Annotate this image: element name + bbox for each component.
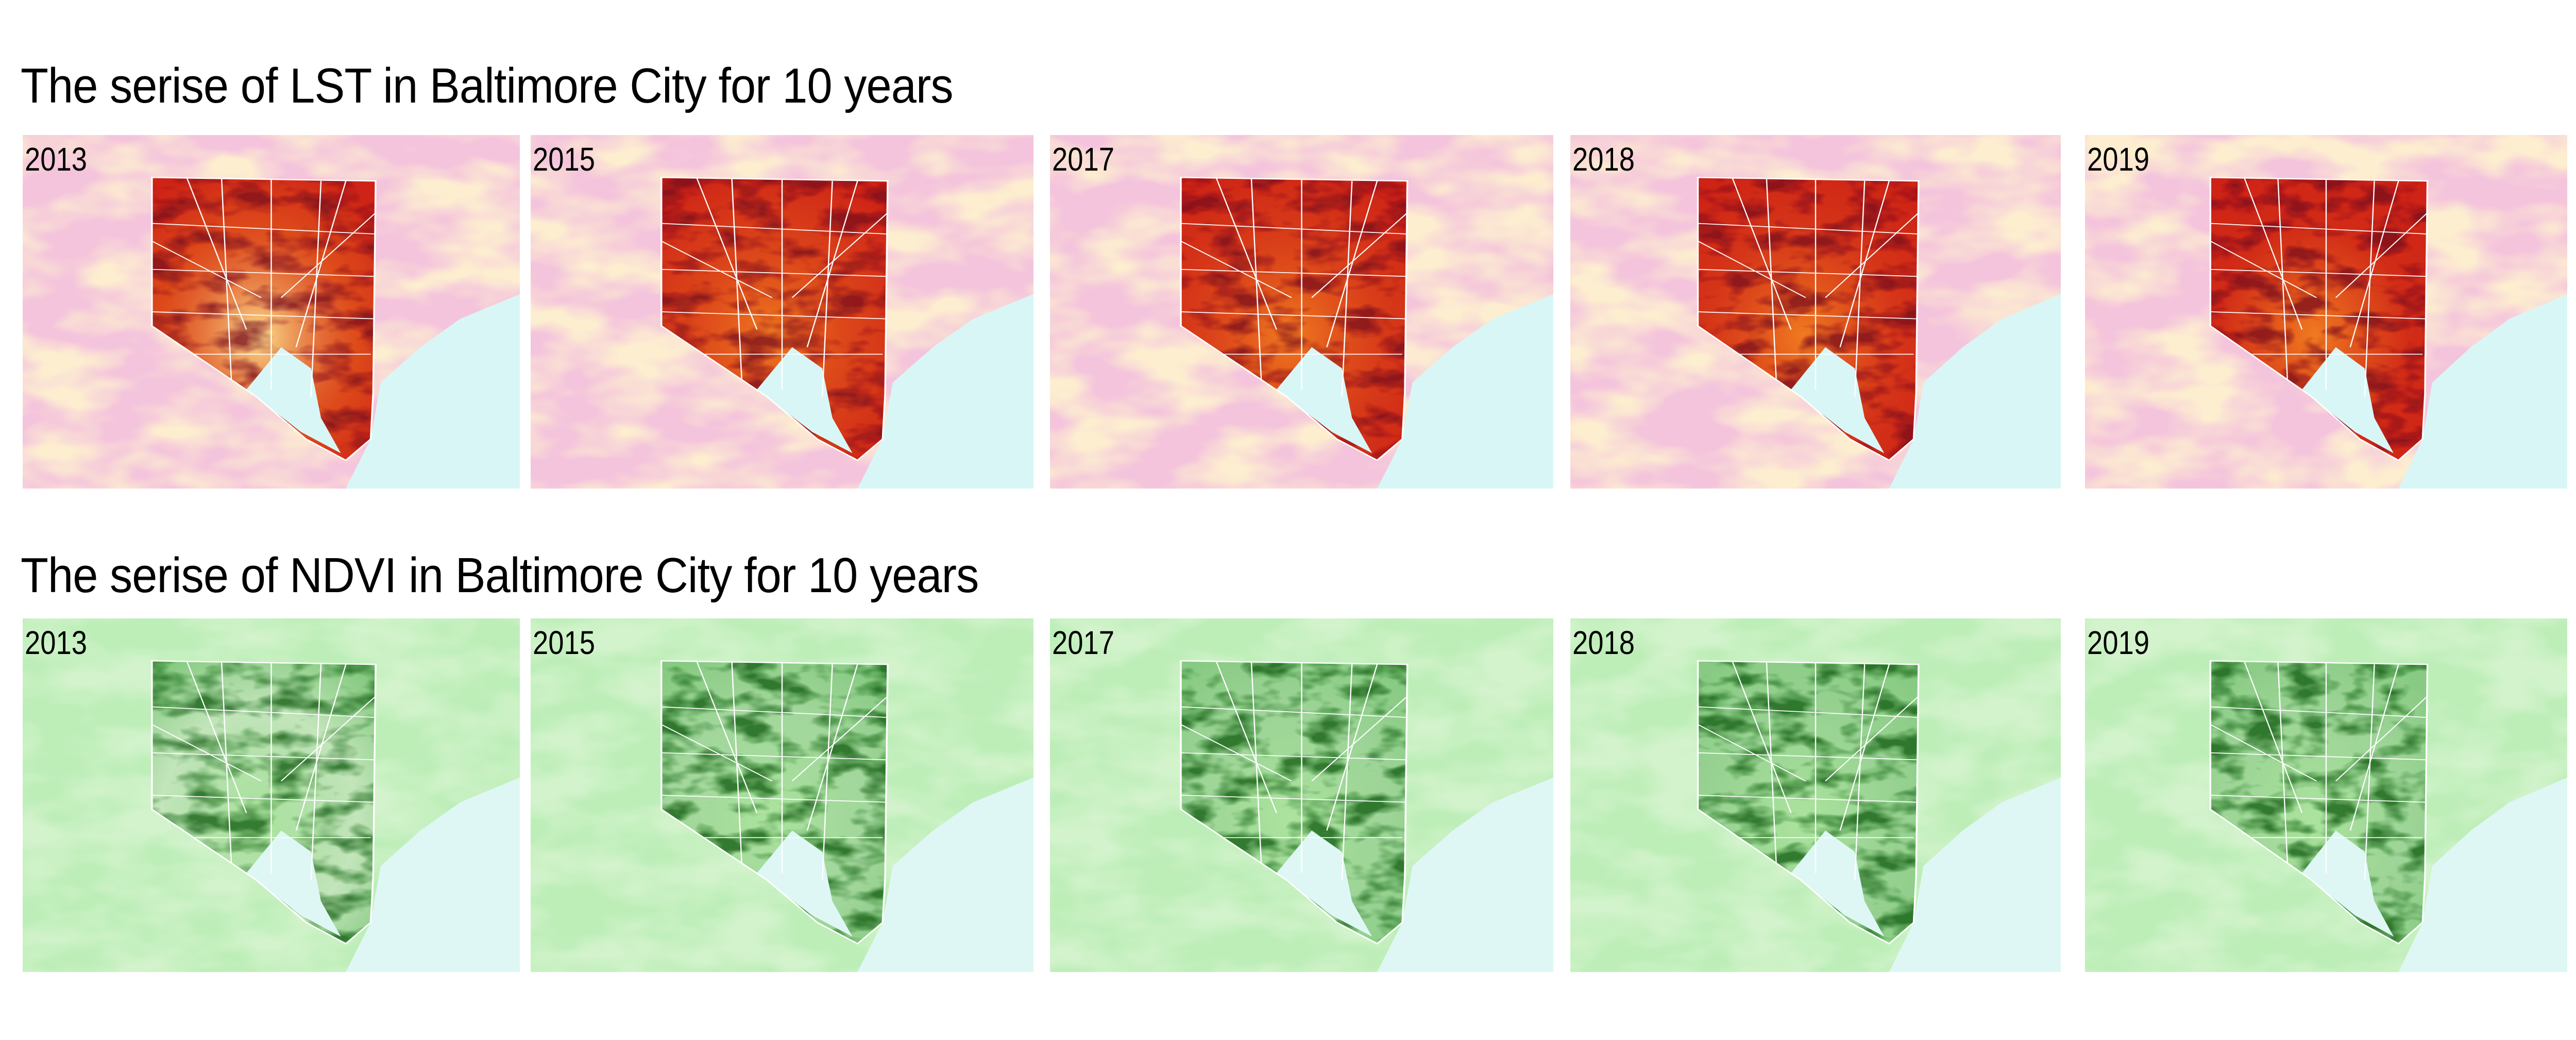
water-area xyxy=(346,294,520,489)
city-boundary xyxy=(660,660,889,945)
map-image xyxy=(1570,135,2061,489)
neighborhood-boundaries xyxy=(2210,177,2428,397)
map-image xyxy=(531,135,1033,489)
map-image xyxy=(1570,618,2061,972)
year-label: 2017 xyxy=(1052,141,1115,178)
neighborhood-boundaries xyxy=(151,661,376,880)
ndvi-map-panel-2018: 2018 xyxy=(1570,618,2061,972)
city-boundary xyxy=(151,660,377,945)
ndvi-map-panel-2013: 2013 xyxy=(23,618,520,972)
lst-map-panel-2015: 2015 xyxy=(531,135,1033,489)
water-area xyxy=(857,777,1033,972)
neighborhood-boundaries xyxy=(661,661,888,880)
neighborhood-boundaries xyxy=(1698,661,1919,880)
water-area xyxy=(1889,294,2061,489)
ndvi-map-panel-2019: 2019 xyxy=(2085,618,2567,972)
lst-section-title: The serise of LST in Baltimore City for … xyxy=(21,58,954,113)
city-boundary xyxy=(660,177,889,461)
neighborhood-boundaries xyxy=(661,177,888,397)
city-boundary xyxy=(1180,660,1409,945)
map-image xyxy=(2085,135,2567,489)
year-label: 2018 xyxy=(1572,624,1635,661)
year-label: 2019 xyxy=(2087,624,2150,661)
year-label: 2015 xyxy=(533,141,596,178)
year-label: 2013 xyxy=(25,624,88,661)
ndvi-map-panel-2015: 2015 xyxy=(531,618,1033,972)
water-area xyxy=(1889,777,2061,972)
water-area xyxy=(1377,294,1553,489)
map-image xyxy=(1050,618,1553,972)
water-area xyxy=(346,777,520,972)
city-boundary xyxy=(2209,660,2429,945)
map-image xyxy=(23,135,520,489)
water-area xyxy=(2398,777,2567,972)
neighborhood-boundaries xyxy=(1181,177,1408,397)
water-area xyxy=(1377,777,1553,972)
neighborhood-boundaries xyxy=(1181,661,1408,880)
year-label: 2019 xyxy=(2087,141,2150,178)
ndvi-map-panel-2017: 2017 xyxy=(1050,618,1553,972)
city-boundary xyxy=(1180,177,1409,461)
city-boundary xyxy=(1697,177,1920,461)
year-label: 2018 xyxy=(1572,141,1635,178)
city-boundary xyxy=(151,177,377,461)
map-image xyxy=(2085,618,2567,972)
water-area xyxy=(857,294,1033,489)
map-image xyxy=(23,618,520,972)
map-image xyxy=(1050,135,1553,489)
map-image xyxy=(531,618,1033,972)
neighborhood-boundaries xyxy=(2210,661,2428,880)
ndvi-section-title: The serise of NDVI in Baltimore City for… xyxy=(21,548,979,603)
lst-map-panel-2018: 2018 xyxy=(1570,135,2061,489)
year-label: 2013 xyxy=(25,141,88,178)
lst-map-panel-2019: 2019 xyxy=(2085,135,2567,489)
year-label: 2017 xyxy=(1052,624,1115,661)
neighborhood-boundaries xyxy=(151,177,376,397)
year-label: 2015 xyxy=(533,624,596,661)
neighborhood-boundaries xyxy=(1698,177,1919,397)
lst-map-panel-2013: 2013 xyxy=(23,135,520,489)
water-area xyxy=(2398,294,2567,489)
lst-map-panel-2017: 2017 xyxy=(1050,135,1553,489)
city-boundary xyxy=(2209,177,2429,461)
city-boundary xyxy=(1697,660,1920,945)
